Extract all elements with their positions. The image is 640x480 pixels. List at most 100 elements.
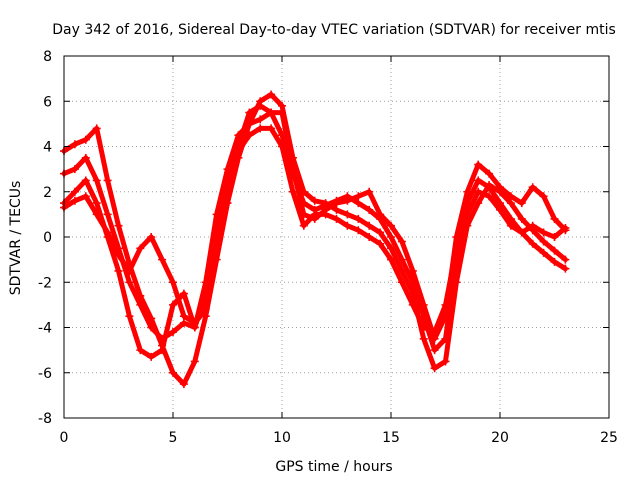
data-point	[430, 328, 439, 337]
data-point	[103, 176, 112, 185]
y-tick-label: 6	[43, 94, 52, 110]
data-point	[179, 380, 188, 389]
data-point	[256, 115, 265, 124]
data-point	[517, 199, 526, 208]
data-point	[354, 192, 363, 201]
data-point	[114, 266, 123, 275]
data-point	[550, 246, 559, 255]
data-point	[212, 244, 221, 253]
data-point	[201, 305, 210, 314]
data-point	[419, 334, 428, 343]
data-point	[158, 255, 167, 264]
data-point	[245, 131, 254, 140]
data-point	[169, 300, 177, 309]
data-point	[506, 192, 515, 201]
data-point	[387, 233, 395, 241]
data-point	[114, 251, 123, 260]
data-point	[190, 318, 199, 327]
data-point	[92, 176, 101, 185]
series-track-4	[60, 124, 570, 337]
data-point	[223, 187, 232, 196]
data-point	[528, 239, 537, 248]
data-point	[485, 192, 494, 201]
data-point	[376, 239, 385, 248]
data-point	[103, 228, 112, 237]
data-point	[539, 228, 548, 237]
data-point	[550, 257, 559, 266]
data-point	[343, 221, 352, 230]
data-point	[267, 108, 276, 117]
data-point	[169, 368, 177, 377]
data-point	[496, 183, 504, 192]
data-point	[397, 278, 406, 287]
data-point	[103, 210, 112, 219]
data-point	[278, 108, 286, 117]
data-point	[92, 199, 101, 208]
data-point	[70, 187, 79, 196]
data-point	[332, 199, 341, 208]
data-point	[278, 101, 286, 110]
data-point	[179, 318, 188, 327]
data-point	[310, 196, 319, 205]
data-point	[179, 289, 188, 298]
data-point	[267, 124, 276, 133]
x-tick-label: 20	[491, 430, 509, 446]
y-tick-label: -4	[38, 321, 52, 337]
data-point	[485, 183, 494, 192]
data-point	[125, 266, 134, 275]
data-point	[561, 264, 570, 273]
data-point	[354, 226, 363, 235]
data-point	[256, 124, 265, 133]
data-point	[70, 196, 79, 205]
data-point	[114, 221, 123, 230]
x-tick-label: 25	[600, 430, 618, 446]
grid-layer	[64, 56, 609, 418]
y-tick-label: 4	[43, 140, 52, 156]
data-point	[517, 214, 526, 223]
data-point	[310, 210, 319, 219]
x-axis-label: GPS time / hours	[275, 459, 392, 475]
data-point	[147, 352, 156, 361]
data-point	[539, 248, 548, 257]
data-point	[299, 221, 308, 230]
data-point	[397, 237, 406, 246]
data-point	[376, 228, 385, 237]
y-axis-label: SDTVAR / TECUs	[8, 181, 24, 296]
data-point	[397, 266, 406, 275]
y-tick-label: -2	[38, 275, 52, 291]
data-point	[387, 221, 395, 230]
data-point	[223, 165, 232, 174]
x-tick-label: 0	[60, 430, 69, 446]
data-point	[496, 205, 504, 214]
y-tick-label: 8	[43, 49, 52, 65]
data-point	[81, 176, 90, 185]
data-point	[474, 160, 483, 169]
data-point	[376, 210, 385, 219]
data-point	[70, 165, 79, 174]
data-point	[234, 147, 243, 156]
x-tick-label: 5	[169, 430, 178, 446]
data-point	[365, 187, 374, 196]
data-point	[506, 199, 515, 208]
data-point	[125, 312, 134, 321]
data-point	[365, 221, 374, 230]
data-point	[179, 312, 188, 321]
data-point	[397, 255, 406, 264]
data-point	[517, 228, 526, 237]
data-point	[441, 357, 450, 366]
data-point	[278, 142, 286, 151]
series-track-3	[60, 108, 570, 361]
data-point	[332, 205, 341, 214]
data-point	[474, 187, 483, 196]
data-point	[169, 278, 177, 287]
data-point	[539, 237, 548, 246]
y-tick-label: 2	[43, 185, 52, 201]
data-point	[441, 334, 450, 343]
data-point	[234, 131, 243, 140]
data-point	[136, 244, 145, 253]
data-point	[387, 255, 395, 264]
chart-title: Day 342 of 2016, Sidereal Day-to-day VTE…	[52, 22, 616, 38]
data-point	[81, 192, 90, 201]
data-point	[354, 199, 363, 208]
